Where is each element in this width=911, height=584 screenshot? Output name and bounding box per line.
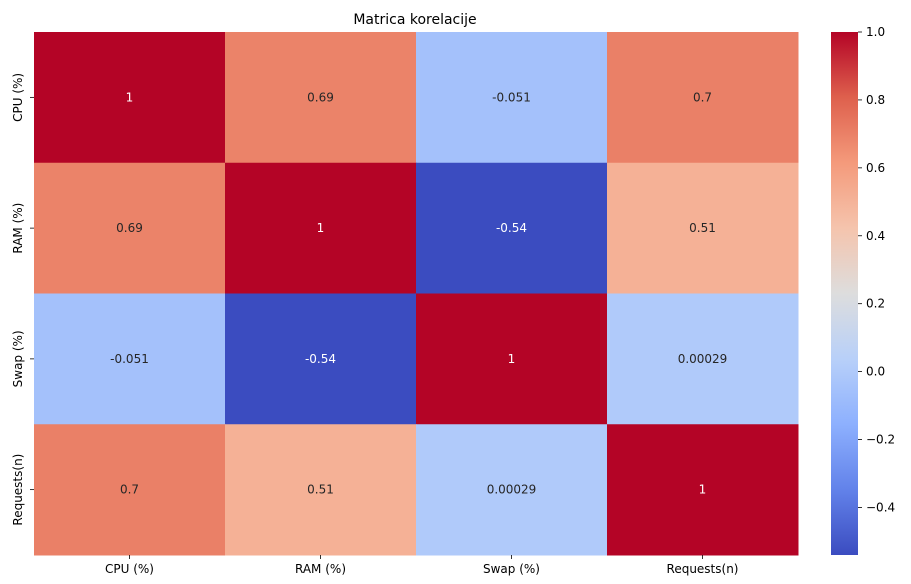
cell-annotation: 0.69	[307, 90, 334, 104]
heatmap-cell	[34, 424, 226, 556]
cell-annotation: -0.54	[305, 352, 336, 366]
cell-annotation: -0.051	[492, 90, 531, 104]
colorbar-tick-label: 0.0	[866, 365, 885, 379]
colorbar-tick-label: 0.4	[866, 229, 885, 243]
heatmap-cell	[225, 293, 417, 425]
heatmap-cell	[416, 293, 608, 425]
cell-annotation: 1	[317, 221, 325, 235]
x-tick-label: Swap (%)	[483, 562, 540, 576]
x-tick-label: CPU (%)	[105, 562, 154, 576]
y-axis: CPU (%) RAM (%) Swap (%) Requests(n)	[11, 73, 34, 526]
heatmap-cell	[416, 162, 608, 294]
heatmap-cell	[607, 32, 799, 164]
colorbar-tick-label: −0.4	[866, 500, 895, 514]
heatmap-cell	[225, 162, 417, 294]
cell-annotation: 0.69	[116, 221, 143, 235]
colorbar-tick-label: 0.8	[866, 93, 885, 107]
heatmap-cell	[416, 424, 608, 556]
cell-annotation: 0.00029	[487, 483, 537, 497]
cell-annotation: 0.51	[307, 483, 334, 497]
colorbar-tick-label: 0.6	[866, 161, 885, 175]
x-tick-label: RAM (%)	[295, 562, 346, 576]
colorbar: 1.0 0.8 0.6 0.4 0.2 0.0 −0.2 −0.4	[831, 25, 895, 555]
y-tick-label: Swap (%)	[11, 330, 25, 387]
colorbar-tick-label: 1.0	[866, 25, 885, 39]
heatmap-cells: 1 0.69 -0.051 0.7 0.69 1 -0.54 0.51 -0.051 -0.54 1…	[34, 32, 799, 556]
y-tick-label: Requests(n)	[11, 454, 25, 526]
colorbar-tick-label: 0.2	[866, 297, 885, 311]
heatmap-cell	[416, 32, 608, 164]
cell-annotation: 0.51	[689, 221, 716, 235]
cell-annotation: 1	[699, 483, 707, 497]
colorbar-ticks: 1.0 0.8 0.6 0.4 0.2 0.0 −0.2 −0.4	[858, 25, 895, 514]
x-tick-label: Requests(n)	[667, 562, 739, 576]
cell-annotation: 0.7	[693, 90, 712, 104]
heatmap-cell	[34, 162, 226, 294]
cell-annotation: 0.7	[120, 483, 139, 497]
cell-annotation: 0.00029	[678, 352, 728, 366]
cell-annotation: -0.051	[110, 352, 149, 366]
heatmap-cell	[34, 293, 226, 425]
x-axis: CPU (%) RAM (%) Swap (%) Requests(n)	[105, 555, 738, 576]
heatmap-cell	[225, 424, 417, 556]
heatmap-cell	[225, 32, 417, 164]
y-tick-label: RAM (%)	[11, 203, 25, 254]
heatmap-cell	[34, 32, 226, 164]
cell-annotation: -0.54	[496, 221, 527, 235]
cell-annotation: 1	[126, 90, 134, 104]
heatmap-cell	[607, 162, 799, 294]
colorbar-gradient	[831, 32, 858, 555]
y-tick-label: CPU (%)	[11, 73, 25, 122]
heatmap-cell	[607, 424, 799, 556]
cell-annotation: 1	[508, 352, 516, 366]
heatmap-cell	[607, 293, 799, 425]
colorbar-tick-label: −0.2	[866, 433, 895, 447]
chart-title: Matrica korelacije	[353, 12, 476, 28]
